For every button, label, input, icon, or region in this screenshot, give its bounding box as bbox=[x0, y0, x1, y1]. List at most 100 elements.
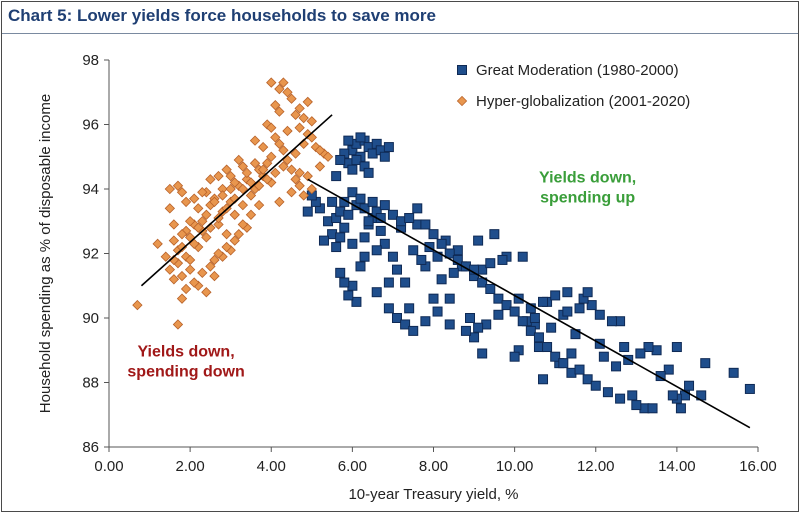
data-point-diamond bbox=[221, 228, 232, 240]
y-tick-label: 86 bbox=[82, 439, 99, 456]
data-point-diamond bbox=[225, 183, 236, 195]
data-point-square bbox=[355, 261, 366, 272]
data-point-diamond bbox=[245, 190, 257, 201]
data-point-diamond bbox=[302, 129, 313, 140]
data-point-square bbox=[493, 293, 504, 304]
data-point-square bbox=[477, 348, 488, 359]
data-point-square bbox=[428, 229, 439, 240]
legend: Great Moderation (1980-2000) Hyper-global… bbox=[456, 62, 690, 110]
data-point-square bbox=[493, 309, 504, 320]
data-point-square bbox=[562, 287, 573, 298]
data-point-square bbox=[469, 332, 480, 343]
data-point-square bbox=[643, 342, 654, 353]
x-tick-label: 16.00 bbox=[739, 458, 777, 475]
trendline-great-moderation bbox=[307, 178, 751, 429]
data-point-square bbox=[371, 245, 382, 256]
data-point-diamond bbox=[205, 261, 216, 272]
data-point-square bbox=[343, 290, 354, 301]
data-point-square bbox=[615, 393, 626, 404]
data-point-diamond bbox=[278, 145, 289, 156]
data-point-square bbox=[404, 303, 415, 314]
data-point-square bbox=[602, 387, 613, 398]
x-tick-label: 14.00 bbox=[658, 458, 696, 475]
data-point-diamond bbox=[180, 196, 192, 208]
points-layer bbox=[132, 77, 755, 414]
data-point-square bbox=[355, 132, 366, 143]
data-point-diamond bbox=[132, 299, 143, 311]
data-point-square bbox=[517, 316, 528, 327]
data-point-diamond bbox=[164, 264, 176, 275]
data-point-diamond bbox=[286, 187, 297, 198]
y-tick-label: 94 bbox=[82, 181, 99, 198]
data-point-square bbox=[700, 358, 711, 369]
data-point-square bbox=[460, 325, 471, 336]
data-point-diamond bbox=[306, 116, 317, 127]
data-point-diamond bbox=[262, 174, 273, 185]
data-point-diamond bbox=[314, 161, 326, 172]
data-point-square bbox=[375, 225, 386, 236]
x-tick-label: 4.00 bbox=[257, 458, 286, 475]
data-point-square bbox=[327, 196, 338, 207]
data-point-square bbox=[379, 151, 390, 162]
data-point-square bbox=[542, 342, 553, 353]
data-point-square bbox=[647, 403, 658, 414]
data-point-square bbox=[663, 364, 674, 375]
labels-layer: 86 88 90 92 94 96 98 0.00 2.00 4.00 6.00 8.00 10.00 1… bbox=[37, 52, 777, 503]
data-point-square bbox=[619, 342, 630, 353]
data-point-square bbox=[582, 287, 593, 298]
data-point-diamond bbox=[253, 180, 265, 191]
data-point-diamond bbox=[310, 141, 322, 153]
data-point-square bbox=[363, 216, 374, 227]
data-point-diamond bbox=[168, 274, 180, 285]
data-point-square bbox=[432, 306, 443, 317]
data-point-square bbox=[428, 293, 439, 304]
data-point-diamond bbox=[160, 251, 171, 262]
data-point-square bbox=[351, 296, 362, 307]
data-point-square bbox=[379, 200, 390, 211]
data-point-square bbox=[412, 203, 423, 214]
data-point-square bbox=[383, 303, 394, 314]
data-point-diamond bbox=[197, 267, 208, 279]
data-point-diamond bbox=[217, 190, 228, 201]
data-point-diamond bbox=[298, 190, 309, 201]
legend-marker-square bbox=[457, 65, 467, 75]
data-point-diamond bbox=[253, 199, 265, 211]
data-point-diamond bbox=[193, 203, 204, 214]
y-tick-label: 98 bbox=[82, 52, 99, 69]
data-point-diamond bbox=[237, 219, 249, 230]
data-point-square bbox=[335, 267, 346, 278]
data-point-diamond bbox=[294, 103, 305, 114]
data-point-diamond bbox=[189, 193, 200, 204]
data-point-diamond bbox=[241, 167, 253, 179]
data-point-square bbox=[635, 348, 646, 359]
data-point-square bbox=[655, 371, 666, 382]
data-point-square bbox=[675, 403, 686, 414]
data-point-diamond bbox=[176, 187, 188, 198]
data-point-diamond bbox=[274, 83, 285, 95]
data-point-diamond bbox=[282, 125, 293, 137]
data-point-square bbox=[436, 274, 447, 285]
data-point-square bbox=[473, 322, 484, 333]
data-point-square bbox=[318, 235, 329, 246]
data-point-square bbox=[586, 300, 597, 311]
data-point-square bbox=[667, 390, 678, 401]
data-point-square bbox=[351, 154, 362, 165]
data-point-square bbox=[359, 232, 370, 243]
data-point-diamond bbox=[172, 180, 184, 191]
data-point-diamond bbox=[184, 254, 196, 266]
data-point-square bbox=[533, 332, 544, 343]
data-point-diamond bbox=[213, 212, 224, 224]
chart-title: Chart 5: Lower yields force households t… bbox=[8, 6, 436, 25]
data-point-square bbox=[444, 248, 455, 259]
data-point-diamond bbox=[266, 122, 277, 133]
data-point-square bbox=[485, 283, 496, 294]
data-point-square bbox=[416, 254, 427, 265]
data-point-diamond bbox=[278, 161, 289, 172]
data-point-diamond bbox=[233, 228, 244, 240]
data-point-diamond bbox=[209, 270, 220, 282]
trendline-layer bbox=[140, 114, 751, 429]
data-point-square bbox=[728, 367, 739, 378]
data-point-diamond bbox=[274, 138, 285, 150]
annotation-line: Yields down, bbox=[539, 170, 636, 187]
